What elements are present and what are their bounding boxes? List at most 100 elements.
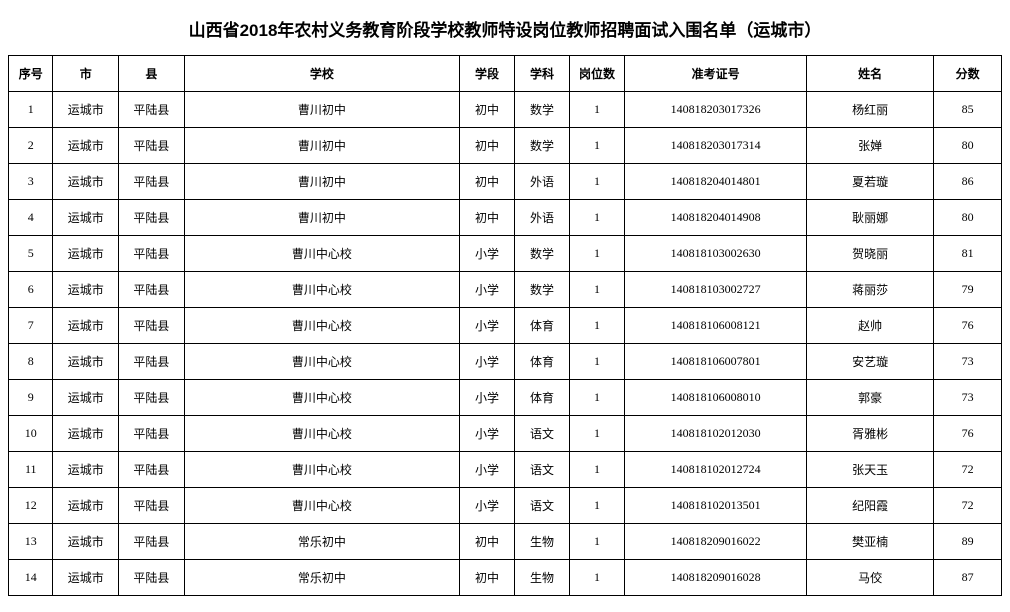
cell-stage: 初中 bbox=[459, 164, 514, 200]
col-header-exam-no: 准考证号 bbox=[625, 56, 807, 92]
col-header-positions: 岗位数 bbox=[570, 56, 625, 92]
cell-name: 蒋丽莎 bbox=[807, 272, 934, 308]
cell-subject: 生物 bbox=[514, 560, 569, 596]
table-row: 13运城市平陆县常乐初中初中生物1140818209016022樊亚楠89 bbox=[9, 524, 1002, 560]
cell-score: 80 bbox=[934, 200, 1002, 236]
cell-stage: 小学 bbox=[459, 380, 514, 416]
cell-school: 曹川中心校 bbox=[184, 380, 459, 416]
cell-exam_no: 140818102012030 bbox=[625, 416, 807, 452]
cell-positions: 1 bbox=[570, 560, 625, 596]
cell-idx: 11 bbox=[9, 452, 53, 488]
cell-name: 樊亚楠 bbox=[807, 524, 934, 560]
cell-county: 平陆县 bbox=[119, 344, 185, 380]
cell-subject: 数学 bbox=[514, 128, 569, 164]
cell-city: 运城市 bbox=[53, 344, 119, 380]
cell-subject: 生物 bbox=[514, 524, 569, 560]
cell-school: 曹川中心校 bbox=[184, 452, 459, 488]
cell-school: 曹川初中 bbox=[184, 92, 459, 128]
cell-county: 平陆县 bbox=[119, 488, 185, 524]
cell-idx: 12 bbox=[9, 488, 53, 524]
cell-stage: 初中 bbox=[459, 560, 514, 596]
cell-subject: 外语 bbox=[514, 164, 569, 200]
cell-subject: 体育 bbox=[514, 308, 569, 344]
cell-city: 运城市 bbox=[53, 92, 119, 128]
cell-school: 曹川中心校 bbox=[184, 416, 459, 452]
table-row: 3运城市平陆县曹川初中初中外语1140818204014801夏若璇86 bbox=[9, 164, 1002, 200]
cell-stage: 小学 bbox=[459, 344, 514, 380]
cell-county: 平陆县 bbox=[119, 128, 185, 164]
cell-county: 平陆县 bbox=[119, 524, 185, 560]
table-row: 4运城市平陆县曹川初中初中外语1140818204014908耿丽娜80 bbox=[9, 200, 1002, 236]
cell-exam_no: 140818203017326 bbox=[625, 92, 807, 128]
cell-subject: 外语 bbox=[514, 200, 569, 236]
cell-city: 运城市 bbox=[53, 488, 119, 524]
cell-exam_no: 140818209016022 bbox=[625, 524, 807, 560]
page-container: 山西省2018年农村义务教育阶段学校教师特设岗位教师招聘面试入围名单（运城市） … bbox=[0, 0, 1010, 606]
cell-stage: 小学 bbox=[459, 488, 514, 524]
table-row: 14运城市平陆县常乐初中初中生物1140818209016028马佼87 bbox=[9, 560, 1002, 596]
cell-positions: 1 bbox=[570, 344, 625, 380]
cell-name: 张婵 bbox=[807, 128, 934, 164]
cell-idx: 2 bbox=[9, 128, 53, 164]
col-header-county: 县 bbox=[119, 56, 185, 92]
page-title: 山西省2018年农村义务教育阶段学校教师特设岗位教师招聘面试入围名单（运城市） bbox=[8, 10, 1002, 55]
cell-stage: 初中 bbox=[459, 128, 514, 164]
cell-school: 曹川中心校 bbox=[184, 488, 459, 524]
cell-county: 平陆县 bbox=[119, 560, 185, 596]
cell-positions: 1 bbox=[570, 236, 625, 272]
cell-stage: 小学 bbox=[459, 236, 514, 272]
cell-name: 张天玉 bbox=[807, 452, 934, 488]
cell-city: 运城市 bbox=[53, 380, 119, 416]
cell-name: 耿丽娜 bbox=[807, 200, 934, 236]
cell-subject: 语文 bbox=[514, 488, 569, 524]
cell-city: 运城市 bbox=[53, 200, 119, 236]
table-row: 8运城市平陆县曹川中心校小学体育1140818106007801安艺璇73 bbox=[9, 344, 1002, 380]
cell-name: 杨红丽 bbox=[807, 92, 934, 128]
cell-city: 运城市 bbox=[53, 272, 119, 308]
cell-idx: 3 bbox=[9, 164, 53, 200]
table-row: 5运城市平陆县曹川中心校小学数学1140818103002630贺晓丽81 bbox=[9, 236, 1002, 272]
cell-school: 曹川中心校 bbox=[184, 236, 459, 272]
cell-school: 曹川初中 bbox=[184, 200, 459, 236]
cell-subject: 体育 bbox=[514, 380, 569, 416]
table-row: 9运城市平陆县曹川中心校小学体育1140818106008010郭豪73 bbox=[9, 380, 1002, 416]
cell-name: 夏若璇 bbox=[807, 164, 934, 200]
cell-stage: 小学 bbox=[459, 416, 514, 452]
cell-stage: 初中 bbox=[459, 92, 514, 128]
cell-idx: 4 bbox=[9, 200, 53, 236]
cell-idx: 14 bbox=[9, 560, 53, 596]
cell-score: 81 bbox=[934, 236, 1002, 272]
cell-subject: 数学 bbox=[514, 92, 569, 128]
cell-school: 常乐初中 bbox=[184, 560, 459, 596]
cell-school: 常乐初中 bbox=[184, 524, 459, 560]
cell-subject: 数学 bbox=[514, 236, 569, 272]
cell-idx: 13 bbox=[9, 524, 53, 560]
cell-name: 赵帅 bbox=[807, 308, 934, 344]
cell-positions: 1 bbox=[570, 92, 625, 128]
cell-positions: 1 bbox=[570, 164, 625, 200]
cell-name: 贺晓丽 bbox=[807, 236, 934, 272]
cell-score: 76 bbox=[934, 308, 1002, 344]
col-header-stage: 学段 bbox=[459, 56, 514, 92]
table-header: 序号 市 县 学校 学段 学科 岗位数 准考证号 姓名 分数 bbox=[9, 56, 1002, 92]
cell-exam_no: 140818203017314 bbox=[625, 128, 807, 164]
table-row: 10运城市平陆县曹川中心校小学语文1140818102012030胥雅彬76 bbox=[9, 416, 1002, 452]
cell-positions: 1 bbox=[570, 380, 625, 416]
cell-school: 曹川初中 bbox=[184, 128, 459, 164]
cell-idx: 6 bbox=[9, 272, 53, 308]
cell-score: 87 bbox=[934, 560, 1002, 596]
cell-score: 86 bbox=[934, 164, 1002, 200]
cell-positions: 1 bbox=[570, 128, 625, 164]
cell-exam_no: 140818102013501 bbox=[625, 488, 807, 524]
cell-idx: 5 bbox=[9, 236, 53, 272]
cell-positions: 1 bbox=[570, 488, 625, 524]
cell-name: 安艺璇 bbox=[807, 344, 934, 380]
roster-table: 序号 市 县 学校 学段 学科 岗位数 准考证号 姓名 分数 1运城市平陆县曹川… bbox=[8, 55, 1002, 596]
table-row: 12运城市平陆县曹川中心校小学语文1140818102013501纪阳霞72 bbox=[9, 488, 1002, 524]
cell-school: 曹川中心校 bbox=[184, 344, 459, 380]
cell-stage: 小学 bbox=[459, 272, 514, 308]
cell-positions: 1 bbox=[570, 524, 625, 560]
cell-county: 平陆县 bbox=[119, 380, 185, 416]
cell-county: 平陆县 bbox=[119, 452, 185, 488]
col-header-score: 分数 bbox=[934, 56, 1002, 92]
